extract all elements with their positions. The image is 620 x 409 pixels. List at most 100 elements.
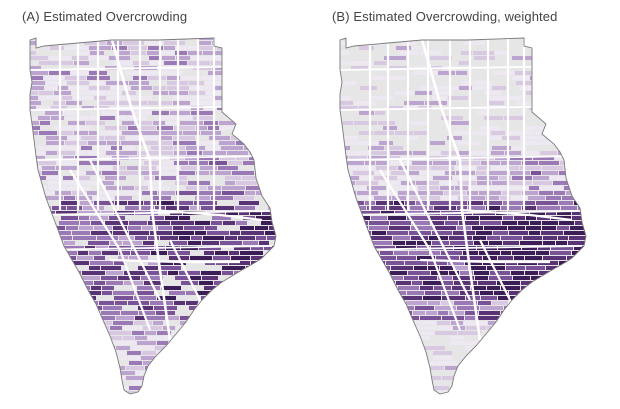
census-block bbox=[463, 251, 478, 255]
census-block bbox=[175, 276, 189, 280]
census-block bbox=[183, 336, 202, 340]
census-block bbox=[148, 336, 162, 340]
census-block bbox=[564, 231, 586, 235]
census-block bbox=[163, 381, 176, 385]
census-block bbox=[392, 361, 407, 365]
census-block bbox=[393, 241, 405, 245]
census-block bbox=[141, 141, 158, 145]
census-block bbox=[123, 41, 144, 45]
census-block bbox=[275, 331, 276, 335]
census-block bbox=[177, 176, 187, 180]
census-block bbox=[391, 266, 413, 270]
census-block bbox=[96, 316, 115, 320]
census-block bbox=[173, 141, 196, 145]
census-block bbox=[460, 291, 479, 295]
census-block bbox=[366, 271, 378, 275]
census-block bbox=[557, 226, 569, 230]
census-block bbox=[233, 86, 249, 90]
census-block bbox=[101, 276, 117, 280]
census-block bbox=[200, 361, 219, 365]
census-block bbox=[405, 261, 427, 265]
census-block bbox=[543, 241, 555, 245]
census-block bbox=[587, 216, 601, 220]
census-block bbox=[340, 256, 351, 260]
census-block bbox=[542, 221, 558, 225]
census-block bbox=[130, 101, 147, 105]
census-block bbox=[492, 71, 514, 75]
census-block bbox=[372, 376, 389, 380]
census-block bbox=[449, 311, 464, 315]
census-block bbox=[30, 316, 46, 320]
census-block bbox=[248, 366, 262, 370]
census-block bbox=[411, 236, 428, 240]
census-block bbox=[404, 276, 418, 280]
census-block bbox=[50, 386, 71, 390]
census-block bbox=[30, 261, 49, 265]
census-block bbox=[340, 38, 353, 40]
census-block bbox=[264, 291, 276, 295]
census-block bbox=[162, 161, 173, 165]
census-block bbox=[135, 336, 147, 340]
census-block bbox=[431, 221, 444, 225]
census-block bbox=[340, 261, 349, 265]
census-block bbox=[30, 81, 45, 85]
census-block bbox=[428, 181, 439, 185]
census-block bbox=[437, 361, 457, 365]
census-block bbox=[135, 121, 152, 125]
census-block bbox=[245, 191, 255, 195]
census-block bbox=[141, 276, 163, 280]
census-block bbox=[353, 351, 364, 355]
census-block bbox=[584, 101, 586, 105]
census-block bbox=[585, 336, 586, 340]
census-block bbox=[352, 216, 370, 220]
census-block bbox=[65, 141, 87, 145]
census-block bbox=[203, 366, 215, 370]
census-block bbox=[39, 61, 60, 65]
census-block bbox=[86, 91, 106, 95]
census-block bbox=[547, 61, 565, 65]
census-block bbox=[393, 236, 410, 240]
census-block bbox=[151, 146, 173, 150]
census-block bbox=[340, 276, 358, 280]
census-block bbox=[529, 186, 539, 190]
census-block bbox=[54, 281, 74, 285]
census-block bbox=[26, 396, 40, 400]
census-block bbox=[160, 236, 178, 240]
census-block bbox=[478, 281, 496, 285]
census-block bbox=[186, 146, 205, 150]
census-block bbox=[566, 61, 586, 65]
census-block bbox=[225, 41, 245, 45]
census-block bbox=[278, 316, 300, 320]
census-block bbox=[351, 66, 368, 70]
census-block bbox=[274, 101, 276, 105]
census-block bbox=[428, 261, 447, 265]
census-block bbox=[263, 341, 276, 345]
census-block bbox=[512, 251, 535, 255]
census-block bbox=[498, 296, 509, 300]
census-block bbox=[568, 241, 586, 245]
census-block bbox=[227, 366, 247, 370]
census-block bbox=[68, 121, 85, 125]
census-block bbox=[416, 396, 438, 400]
census-block bbox=[411, 226, 434, 230]
census-block bbox=[262, 351, 272, 355]
census-block bbox=[245, 71, 260, 75]
census-block bbox=[148, 261, 159, 265]
census-block bbox=[454, 281, 477, 285]
census-block bbox=[261, 56, 275, 60]
census-block bbox=[173, 226, 183, 230]
census-block bbox=[394, 306, 414, 310]
census-block bbox=[113, 231, 128, 235]
census-block bbox=[523, 236, 542, 240]
census-block bbox=[122, 121, 134, 125]
census-block bbox=[30, 301, 37, 305]
census-block bbox=[146, 316, 165, 320]
census-block bbox=[57, 396, 71, 400]
census-block bbox=[546, 211, 556, 215]
census-block bbox=[520, 316, 535, 320]
census-block bbox=[76, 51, 89, 55]
census-block bbox=[340, 386, 356, 390]
census-block bbox=[376, 166, 397, 170]
census-block bbox=[150, 301, 173, 305]
census-block bbox=[109, 56, 130, 60]
